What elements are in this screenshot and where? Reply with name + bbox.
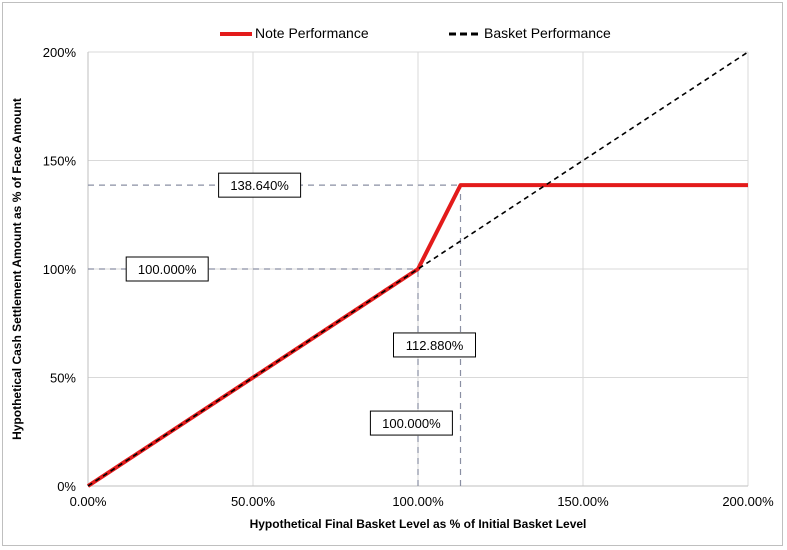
annotation-box-1 bbox=[125, 256, 209, 282]
annotation-label-1: 100.000% bbox=[138, 262, 197, 277]
grid-lines bbox=[87, 51, 749, 487]
series-line-note-performance bbox=[86, 183, 748, 488]
y-tick-label-0: 0% bbox=[57, 479, 76, 494]
annotation-label-3: 100.000% bbox=[382, 416, 441, 431]
annotation-label-2: 112.880% bbox=[406, 338, 464, 353]
annotations: 138.640% 100.000% 112.880% 100.000% bbox=[125, 172, 476, 436]
y-tick-label-50: 50% bbox=[50, 371, 76, 386]
series-lines bbox=[86, 51, 749, 488]
y-tick-label-150: 150% bbox=[43, 154, 77, 169]
x-tick-label-150: 150.00% bbox=[557, 494, 609, 509]
legend-label-basket-performance: Basket Performance bbox=[484, 25, 611, 41]
x-tick-label-200: 200.00% bbox=[722, 494, 774, 509]
x-tick-label-50: 50.00% bbox=[231, 494, 276, 509]
x-tick-label-0: 0.00% bbox=[70, 494, 107, 509]
annotation-box-0 bbox=[218, 172, 302, 198]
annotation-label-0: 138.640% bbox=[230, 178, 289, 193]
tick-labels: 0.00% 50.00% 100.00% 150.00% 200.00% 0% 50% 100… bbox=[43, 45, 774, 509]
annotation-box-2 bbox=[393, 332, 476, 358]
legend-label-note-performance: Note Performance bbox=[255, 25, 369, 41]
y-tick-label-200: 200% bbox=[43, 45, 77, 60]
y-tick-label-100: 100% bbox=[43, 262, 77, 277]
series-line-basket-performance bbox=[87, 51, 749, 487]
annotation-box-3 bbox=[369, 410, 453, 436]
legend: Note Performance Basket Performance bbox=[220, 25, 611, 41]
y-axis-title: Hypothetical Cash Settlement Amount as %… bbox=[10, 98, 24, 440]
x-axis-title: Hypothetical Final Basket Level as % of … bbox=[250, 517, 587, 531]
x-tick-label-100: 100.00% bbox=[392, 494, 444, 509]
